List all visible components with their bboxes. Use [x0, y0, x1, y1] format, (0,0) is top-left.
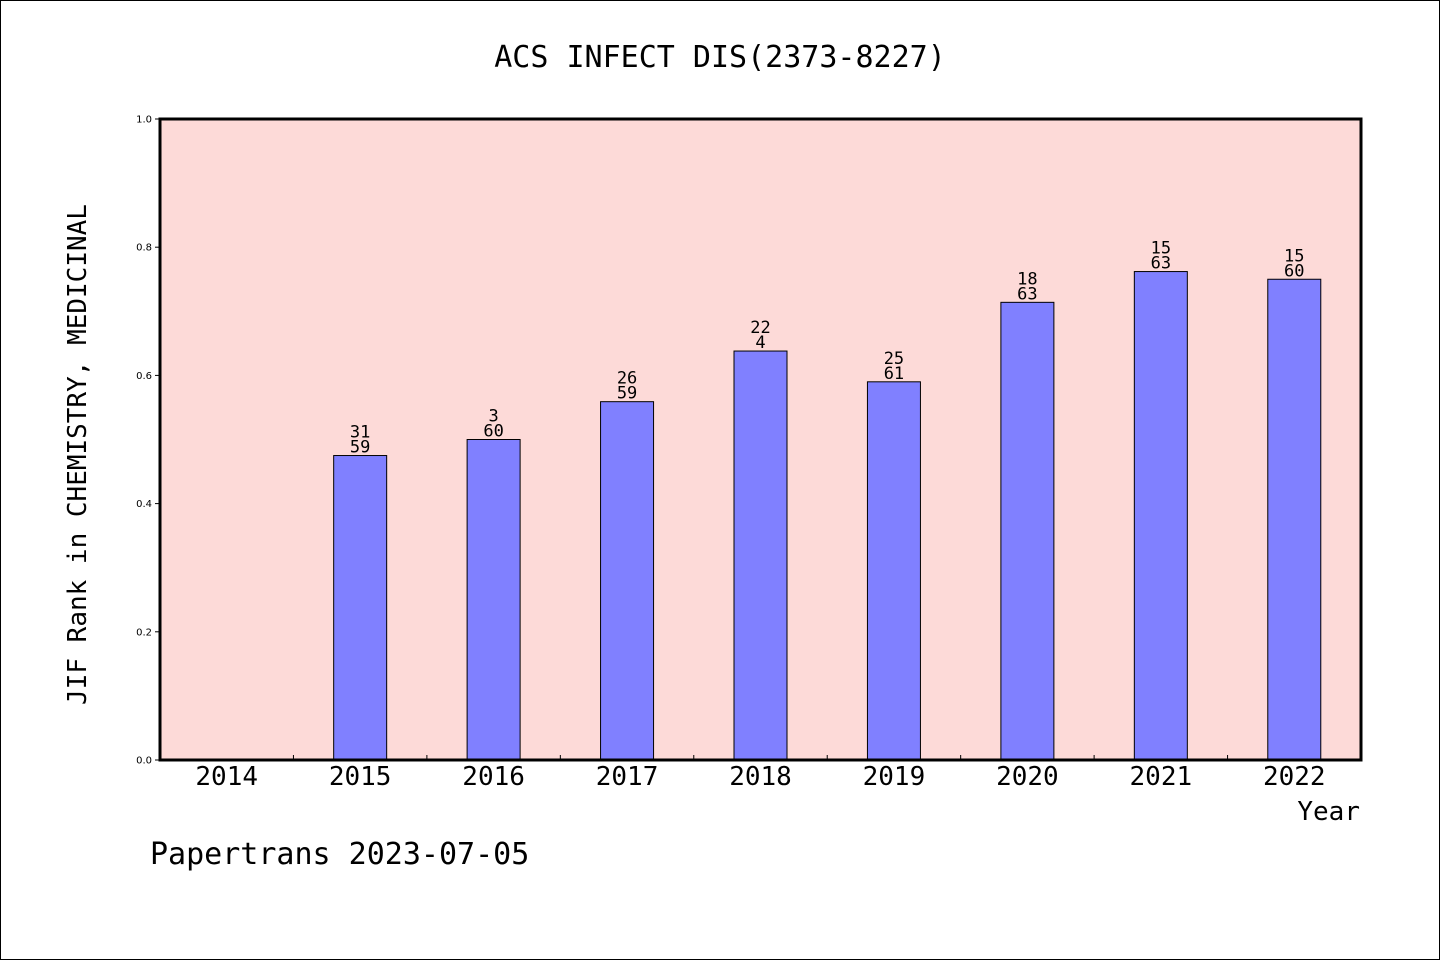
bar-label-total-2020: 63: [1017, 284, 1037, 304]
x-tick-label-2018: 2018: [729, 762, 792, 792]
bar-label-total-2018: 4: [755, 333, 765, 353]
bar-label-total-2022: 60: [1284, 261, 1304, 281]
footer-watermark: Papertrans 2023-07-05: [150, 837, 529, 872]
bar-label-total-2021: 63: [1151, 254, 1171, 274]
y-tick-label: 1.0: [136, 115, 152, 126]
x-tick-label-2019: 2019: [863, 762, 926, 792]
y-axis-ticks: 0.0 0.2 0.4 0.6 0.8 1.0: [136, 115, 160, 767]
bars-group: [333, 271, 1322, 761]
bar-2015: [333, 455, 388, 761]
x-tick-label-2015: 2015: [329, 762, 392, 792]
y-tick-label: 0.6: [136, 371, 152, 382]
y-axis-label: JIF Rank in CHEMISTRY, MEDICINAL: [63, 204, 93, 705]
x-tick-label-2017: 2017: [596, 762, 659, 792]
bar-label-rank-2015: 31: [350, 423, 370, 443]
bar-label-rank-2016: 3: [488, 407, 498, 427]
x-axis-ticks: 2014 2015 2016 2017 2018 2019 2020 2021 2022: [195, 755, 1326, 792]
x-tick-label-2020: 2020: [996, 762, 1059, 792]
bar-2018: [733, 350, 788, 761]
bar-2022: [1267, 278, 1322, 761]
x-tick-label-2021: 2021: [1130, 762, 1193, 792]
bar-label-total-2015: 59: [350, 438, 370, 458]
bar-label-rank-2019: 25: [884, 349, 904, 369]
y-tick-label: 0.8: [136, 243, 152, 254]
y-tick-label: 0.2: [136, 627, 152, 638]
bar-label-total-2016: 60: [483, 422, 503, 442]
x-tick-label-2014: 2014: [195, 762, 258, 792]
plot-border: [158, 117, 1363, 762]
bar-2019: [866, 381, 921, 761]
y-tick-label: 0.0: [136, 756, 152, 767]
bar-2017: [600, 401, 655, 761]
y-tick-label: 0.4: [136, 499, 152, 510]
bar-label-rank-2017: 26: [617, 369, 637, 389]
x-axis-label: Year: [1297, 797, 1360, 827]
bar-2020: [1000, 301, 1055, 761]
bar-label-total-2019: 61: [884, 364, 904, 384]
x-tick-label-2016: 2016: [462, 762, 525, 792]
bar-2016: [466, 439, 521, 761]
chart-title: ACS INFECT DIS(2373-8227): [494, 40, 946, 75]
bar-label-rank-2020: 18: [1017, 269, 1037, 289]
bar-label-rank-2021: 15: [1151, 239, 1171, 259]
bar-label-total-2017: 59: [617, 384, 637, 404]
x-tick-label-2022: 2022: [1263, 762, 1326, 792]
bar-label-rank-2022: 15: [1284, 246, 1304, 266]
bar-label-rank-2018: 22: [750, 318, 770, 338]
bar-2021: [1133, 271, 1188, 761]
